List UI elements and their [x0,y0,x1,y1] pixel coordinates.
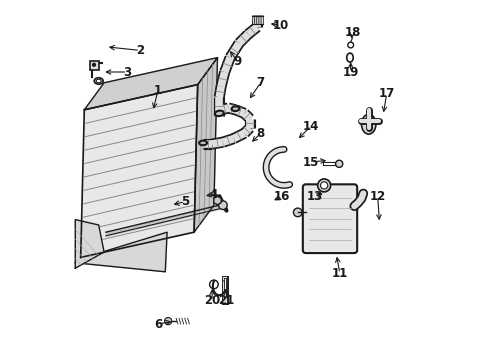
Circle shape [317,179,330,192]
Text: 16: 16 [274,190,290,203]
Ellipse shape [94,78,103,84]
Polygon shape [75,232,167,272]
Text: 21: 21 [218,294,234,307]
Text: 20: 20 [203,294,220,307]
Text: 13: 13 [306,190,322,203]
Ellipse shape [96,79,101,83]
Text: 14: 14 [302,120,319,132]
Text: 11: 11 [331,267,347,280]
Circle shape [293,208,302,217]
Text: 15: 15 [302,156,319,168]
Text: 12: 12 [369,190,385,203]
Circle shape [164,318,171,325]
Text: 4: 4 [209,188,218,201]
Polygon shape [84,58,217,110]
Text: 10: 10 [272,19,288,32]
Polygon shape [194,58,217,232]
Ellipse shape [214,111,224,116]
Text: 18: 18 [344,26,360,39]
Bar [89,61,99,70]
Text: 19: 19 [342,66,358,78]
Polygon shape [81,85,197,257]
FancyBboxPatch shape [258,16,261,24]
Text: 7: 7 [256,76,264,89]
Polygon shape [75,220,104,268]
Circle shape [335,160,342,167]
FancyBboxPatch shape [302,184,356,253]
Text: 5: 5 [181,195,189,208]
FancyBboxPatch shape [254,16,257,24]
Ellipse shape [361,114,375,134]
Text: 2: 2 [136,44,144,57]
FancyBboxPatch shape [261,16,263,24]
Circle shape [320,182,327,189]
Ellipse shape [199,141,206,145]
Circle shape [92,63,95,66]
Text: 6: 6 [154,318,162,330]
Text: 8: 8 [256,127,264,140]
Circle shape [218,201,227,210]
FancyBboxPatch shape [252,16,254,24]
Text: 1: 1 [154,84,162,96]
Text: 3: 3 [123,66,131,78]
Text: 17: 17 [378,87,394,100]
FancyBboxPatch shape [256,16,259,24]
Text: 9: 9 [233,55,241,68]
Ellipse shape [231,106,239,111]
